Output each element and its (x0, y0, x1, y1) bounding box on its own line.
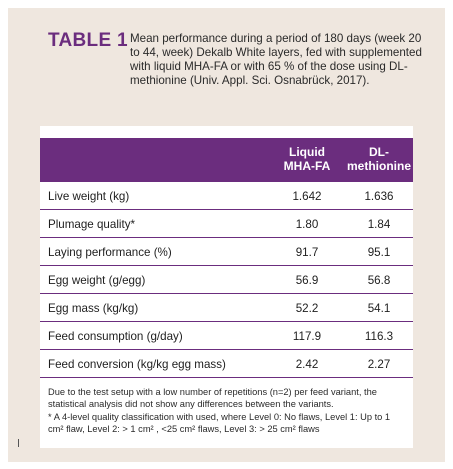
column-header-line: DL- (369, 145, 389, 159)
row-value-dl-methionine: 1.84 (367, 218, 391, 231)
row-label: Feed consumption (g/day) (48, 330, 183, 343)
row-value-dl-methionine: 95.1 (367, 246, 391, 259)
page-tick-mark (18, 439, 19, 447)
footnote-statistics: Due to the test setup with a low number … (48, 387, 377, 410)
row-label: Plumage quality* (48, 218, 136, 231)
row-value-mha-fa: 56.9 (295, 274, 319, 287)
row-label: Egg weight (g/egg) (48, 274, 146, 287)
row-value-mha-fa: 1.642 (292, 190, 322, 203)
row-value-mha-fa: 52.2 (295, 302, 319, 315)
column-header-line: Liquid (289, 145, 325, 159)
row-value-mha-fa: 1.80 (295, 218, 319, 231)
row-value-dl-methionine: 54.1 (367, 302, 391, 315)
row-value-mha-fa: 91.7 (295, 246, 319, 259)
data-table: Liquid MHA-FA DL- methionine Live weight… (40, 126, 413, 448)
row-label: Live weight (kg) (48, 190, 130, 203)
column-header-liquid-mha-fa: Liquid MHA-FA (272, 145, 342, 173)
table-panel: TABLE 1 Mean performance during a period… (8, 8, 445, 462)
row-label: Laying performance (%) (48, 246, 172, 259)
table-footnotes: Due to the test setup with a low number … (48, 386, 408, 436)
table-row: Egg weight (g/egg) 56.9 56.8 (40, 266, 413, 294)
table-label: TABLE 1 (48, 30, 128, 51)
table-row: Plumage quality* 1.80 1.84 (40, 210, 413, 238)
row-value-dl-methionine: 56.8 (367, 274, 391, 287)
table-caption: Mean performance during a period of 180 … (130, 32, 422, 87)
table-row: Live weight (kg) 1.642 1.636 (40, 182, 413, 210)
column-header-dl-methionine: DL- methionine (346, 145, 412, 173)
row-value-dl-methionine: 2.27 (367, 358, 391, 371)
row-label: Feed conversion (kg/kg egg mass) (48, 358, 226, 371)
footnote-plumage-scale: * A 4-level quality classification with … (48, 411, 391, 435)
table-head: Liquid MHA-FA DL- methionine (40, 138, 413, 182)
row-value-mha-fa: 117.9 (292, 330, 322, 343)
table-body: Live weight (kg) 1.642 1.636 Plumage qua… (40, 182, 413, 378)
row-label: Egg mass (kg/kg) (48, 302, 139, 315)
table-row: Feed conversion (kg/kg egg mass) 2.42 2.… (40, 350, 413, 378)
table-row: Egg mass (kg/kg) 52.2 54.1 (40, 294, 413, 322)
row-value-dl-methionine: 116.3 (364, 330, 394, 343)
table-row: Laying performance (%) 91.7 95.1 (40, 238, 413, 266)
row-value-dl-methionine: 1.636 (364, 190, 394, 203)
column-header-line: methionine (346, 159, 411, 173)
table-row: Feed consumption (g/day) 117.9 116.3 (40, 322, 413, 350)
row-value-mha-fa: 2.42 (295, 358, 319, 371)
column-header-line: MHA-FA (283, 159, 331, 173)
